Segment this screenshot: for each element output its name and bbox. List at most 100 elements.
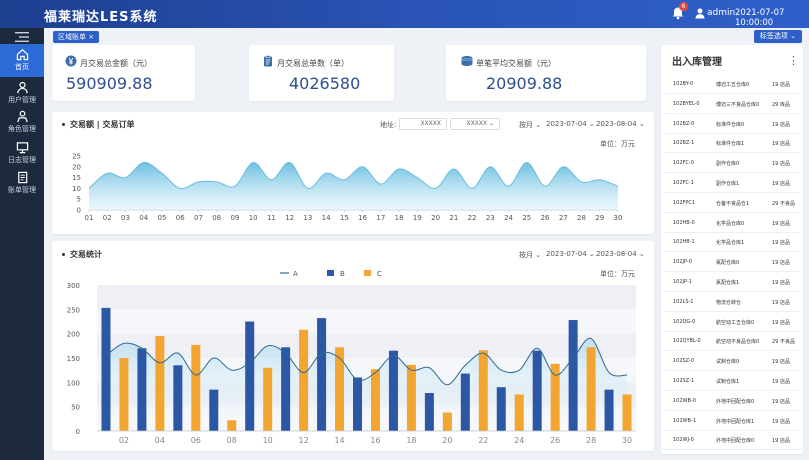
- x-tick-label: 24: [504, 214, 513, 222]
- x-tick-label: 22: [478, 436, 488, 445]
- x-tick-label: 30: [614, 214, 623, 222]
- bar-b[interactable]: [353, 377, 363, 431]
- user-icon: [16, 81, 28, 94]
- bar-b[interactable]: [496, 387, 506, 431]
- warehouse-type: 19 店品: [772, 141, 790, 148]
- x-tick-label: 27: [559, 214, 568, 222]
- bar-b[interactable]: [137, 348, 147, 431]
- x-tick-label: 07: [194, 214, 203, 222]
- y-tick-label: 15: [72, 174, 81, 182]
- date-end-select[interactable]: 2023-08-04 ⌄: [596, 120, 645, 128]
- bar-b[interactable]: [604, 389, 614, 431]
- username[interactable]: admin: [707, 8, 736, 18]
- bar-b[interactable]: [460, 373, 470, 431]
- legend-swatch: [327, 270, 334, 276]
- book-icon: [17, 171, 27, 184]
- bar-b[interactable]: [245, 321, 255, 432]
- warehouse-name: 傅迈三不良品仓库0: [716, 101, 760, 108]
- address-input-1[interactable]: XXXXX: [399, 118, 447, 130]
- tab-area-bill[interactable]: 区域账单 ×: [53, 31, 100, 43]
- x-tick-label: 28: [586, 436, 596, 445]
- bar-c[interactable]: [514, 394, 524, 432]
- stats-date-start-select[interactable]: 2023-07-04 ⌄: [546, 250, 595, 258]
- x-tick-label: 17: [376, 214, 385, 222]
- more-options-icon[interactable]: ⋮: [788, 54, 799, 67]
- inventory-row[interactable]: 102QYBL-0 航空动不良品仓库0 29 不良品: [663, 331, 801, 352]
- bar-b[interactable]: [532, 350, 542, 431]
- inventory-row[interactable]: 102FC-0 副作仓库0 19 店品: [663, 153, 801, 174]
- bar-c[interactable]: [227, 420, 237, 431]
- bar-c[interactable]: [478, 350, 488, 431]
- x-tick-label: 20: [442, 436, 452, 445]
- bar-b[interactable]: [101, 307, 111, 431]
- inventory-row[interactable]: 102BZ-0 标准件仓库0 19 店品: [663, 114, 801, 134]
- bar-c[interactable]: [442, 412, 452, 431]
- yen-coin-icon: [65, 55, 77, 67]
- inventory-row[interactable]: 102QG-0 航空动工五仓库0 19 店品: [663, 312, 801, 332]
- bar-c[interactable]: [586, 347, 596, 431]
- x-tick-label: 30: [622, 436, 632, 445]
- inventory-row[interactable]: 102HB-1 化学品仓库1 19 店品: [663, 232, 801, 253]
- bar-c[interactable]: [155, 336, 165, 431]
- warehouse-code: 102FC-0: [673, 160, 694, 167]
- bar-c[interactable]: [370, 369, 380, 431]
- bar-b[interactable]: [317, 318, 327, 431]
- inventory-row[interactable]: 102WB-0 外地中回配仓库0 19 店品: [663, 391, 801, 411]
- clipboard-icon: [264, 55, 272, 67]
- date-start-select[interactable]: 2023-07-04 ⌄: [546, 120, 595, 128]
- warehouse-code: 102BY-0: [673, 81, 694, 87]
- sidebar-item-users[interactable]: 用户管理: [0, 77, 44, 110]
- inventory-row[interactable]: 102BY-0 傅迈工五仓库0 19 店品: [663, 74, 801, 94]
- bar-b[interactable]: [424, 393, 434, 431]
- stats-date-end-select[interactable]: 2023-08-04 ⌄: [596, 250, 645, 258]
- bar-b[interactable]: [209, 389, 219, 431]
- warehouse-type: 19 店品: [772, 240, 790, 247]
- tag-options-button[interactable]: 标签选项 ⌄: [753, 30, 802, 43]
- bar-c[interactable]: [299, 329, 309, 431]
- bar-c[interactable]: [191, 344, 201, 431]
- address-select-2[interactable]: XXXXX ⌄: [450, 118, 500, 130]
- bar-b[interactable]: [568, 320, 578, 431]
- y-tick-label: 200: [67, 331, 80, 339]
- inventory-row[interactable]: 102WJ-0 外地中回配仓库0 19 店品: [663, 430, 801, 451]
- sidebar-item-roles[interactable]: 角色管理: [0, 106, 44, 139]
- bar-c[interactable]: [119, 358, 129, 431]
- inventory-row[interactable]: 102FPC1 仓备不良品仓1 29 不良品: [663, 193, 801, 213]
- inventory-row[interactable]: 102FC-1 副作仓库1 19 店品: [663, 173, 801, 193]
- sidebar-item-logs[interactable]: 日志管理: [0, 137, 44, 170]
- bar-b[interactable]: [281, 347, 291, 431]
- stats-period-select[interactable]: 按月 ⌄: [519, 251, 542, 259]
- bar-c[interactable]: [622, 394, 632, 432]
- menu-toggle-icon[interactable]: [15, 32, 29, 42]
- user-avatar-icon[interactable]: [694, 7, 706, 19]
- period-select[interactable]: 按月 ⌄: [519, 121, 542, 129]
- bar-c[interactable]: [335, 347, 345, 431]
- warehouse-name: 仓备不良品仓1: [716, 200, 750, 207]
- sidebar-item-home[interactable]: 首页: [0, 44, 44, 77]
- warehouse-code: 102JP-0: [673, 259, 692, 266]
- x-tick-label: 10: [249, 214, 258, 222]
- kpi-label: 月交易总单数（单）: [277, 59, 349, 68]
- grid-band: [97, 285, 636, 310]
- inventory-row[interactable]: 102JP-0 氯配仓库0 19 店品: [663, 252, 801, 273]
- x-tick-label: 23: [486, 214, 495, 222]
- inventory-row[interactable]: 102BZ-1 标准件仓库1 19 店品: [663, 133, 801, 154]
- inventory-row[interactable]: 102JP-1 氯配仓库1 19 店品: [663, 272, 801, 292]
- inventory-row[interactable]: 102SZ-0 试制仓库0 19 店品: [663, 351, 801, 372]
- bar-b[interactable]: [173, 365, 183, 431]
- inventory-row[interactable]: 102HB-0 化学品仓库0 19 店品: [663, 213, 801, 233]
- bar-b[interactable]: [388, 350, 398, 431]
- warehouse-code: 102FC-1: [673, 180, 694, 186]
- sidebar-item-bills[interactable]: 账单管理: [0, 167, 44, 200]
- bar-c[interactable]: [263, 367, 273, 431]
- bar-c[interactable]: [550, 363, 560, 431]
- bar-c[interactable]: [406, 364, 416, 431]
- inventory-row[interactable]: 102BYEL-0 傅迈三不良品仓库0 29 库品: [663, 94, 801, 114]
- stats-panel-title: 交易统计: [62, 249, 102, 260]
- inventory-row[interactable]: 102LS-1 物流仓转仓 19 店品: [663, 292, 801, 312]
- x-tick-label: 12: [285, 214, 294, 222]
- inventory-row[interactable]: 102WB-1 外地中回配仓库1 19 店品: [663, 411, 801, 431]
- inventory-row[interactable]: 102SZ-1 试制仓库1 19 店品: [663, 371, 801, 391]
- x-tick-label: 20: [431, 214, 440, 222]
- warehouse-name: 物流仓转仓: [716, 299, 742, 306]
